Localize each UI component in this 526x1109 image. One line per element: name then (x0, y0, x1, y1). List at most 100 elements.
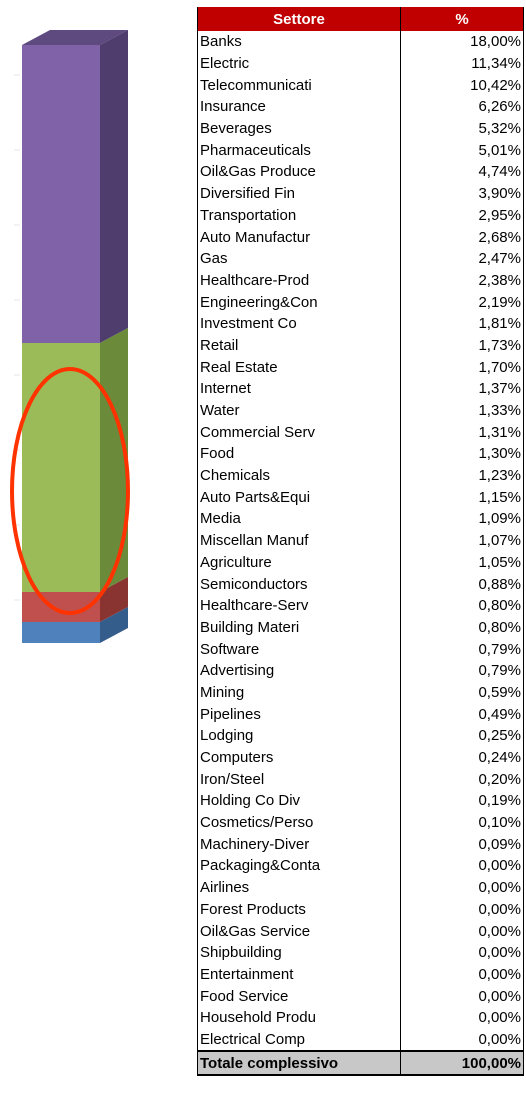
row: Diversified Fin 3,90% (197, 182, 524, 205)
sector-cell: Electric (197, 52, 401, 75)
row: Engineering&Con 2,19% (197, 291, 524, 313)
total-value: 100,00% (400, 1050, 524, 1077)
row: Auto Manufactur 2,68% (197, 226, 524, 248)
row: Oil&Gas Service 0,00% (197, 920, 524, 942)
row: Real Estate 1,70% (197, 356, 524, 378)
percent-cell: 0,59% (400, 681, 524, 704)
sector-cell: Cosmetics/Perso (197, 811, 401, 834)
sector-cell: Oil&Gas Produce (197, 161, 401, 183)
sector-cell: Auto Parts&Equi (197, 486, 401, 509)
row: Advertising 0,79% (197, 659, 524, 682)
sector-cell: Food (197, 443, 401, 465)
row: Pipelines 0,49% (197, 703, 524, 725)
percent-cell: 0,20% (400, 768, 524, 791)
row: Packaging&Conta 0,00% (197, 855, 524, 877)
row: Electrical Comp 0,00% (197, 1028, 524, 1052)
total-row: Totale complessivo 100,00% (197, 1050, 524, 1077)
percent-cell: 10,42% (400, 74, 524, 97)
row: Lodging 0,25% (197, 725, 524, 747)
sector-cell: Engineering&Con (197, 291, 401, 313)
sector-cell: Packaging&Conta (197, 855, 401, 877)
percent-cell: 1,30% (400, 443, 524, 465)
percent-cell: 0,79% (400, 638, 524, 660)
percent-cell: 3,90% (400, 182, 524, 205)
sector-cell: Transportation (197, 204, 401, 227)
sector-cell: Entertainment (197, 963, 401, 986)
row: Beverages 5,32% (197, 117, 524, 140)
row: Chemicals 1,23% (197, 464, 524, 487)
percent-cell: 0,10% (400, 811, 524, 834)
segment-green (22, 343, 100, 592)
percent-cell: 0,00% (400, 963, 524, 986)
row: Food Service 0,00% (197, 985, 524, 1007)
sector-cell: Insurance (197, 96, 401, 118)
row: Agriculture 1,05% (197, 551, 524, 574)
row: Food 1,30% (197, 443, 524, 465)
sector-cell: Holding Co Div (197, 790, 401, 812)
sector-cell: Investment Co (197, 312, 401, 335)
sector-cell: Iron/Steel (197, 768, 401, 791)
row: Healthcare-Prod 2,38% (197, 269, 524, 292)
percent-cell: 0,00% (400, 898, 524, 921)
row: Semiconductors 0,88% (197, 573, 524, 595)
row: Mining 0,59% (197, 681, 524, 704)
sector-cell: Telecommunicati (197, 74, 401, 97)
sector-cell: Food Service (197, 985, 401, 1007)
sector-cell: Auto Manufactur (197, 226, 401, 248)
percent-cell: 0,00% (400, 876, 524, 899)
header-cell: % (400, 7, 524, 31)
sector-cell: Pharmaceuticals (197, 139, 401, 162)
sector-cell: Building Materi (197, 616, 401, 639)
row: Shipbuilding 0,00% (197, 941, 524, 964)
highlight-ellipse (10, 367, 130, 615)
row: Software 0,79% (197, 638, 524, 660)
sector-cell: Retail (197, 334, 401, 357)
percent-cell: 1,07% (400, 529, 524, 552)
row: Computers 0,24% (197, 746, 524, 769)
row: Cosmetics/Perso 0,10% (197, 811, 524, 834)
header-cell: Settore (197, 7, 401, 31)
percent-cell: 0,00% (400, 1028, 524, 1052)
row: Media 1,09% (197, 508, 524, 530)
percent-cell: 5,01% (400, 139, 524, 162)
sector-cell: Household Produ (197, 1006, 401, 1029)
segment-blue (22, 622, 100, 643)
percent-cell: 0,00% (400, 941, 524, 964)
row: Forest Products 0,00% (197, 898, 524, 921)
sector-cell: Shipbuilding (197, 941, 401, 964)
percent-cell: 0,00% (400, 1006, 524, 1029)
percent-cell: 6,26% (400, 96, 524, 118)
percent-cell: 0,00% (400, 985, 524, 1007)
percent-cell: 0,88% (400, 573, 524, 595)
header-row: Settore% (197, 7, 524, 31)
row: Healthcare-Serv 0,80% (197, 594, 524, 617)
segment-green-side (100, 328, 128, 592)
segment-blue-side (100, 607, 128, 643)
sector-cell: Internet (197, 378, 401, 400)
sector-cell: Electrical Comp (197, 1028, 401, 1052)
sector-cell: Computers (197, 746, 401, 769)
sector-cell: Gas (197, 247, 401, 270)
sector-cell: Beverages (197, 117, 401, 140)
row: Iron/Steel 0,20% (197, 768, 524, 791)
percent-cell: 0,80% (400, 594, 524, 617)
segment-purple (22, 45, 100, 343)
row: Household Produ 0,00% (197, 1006, 524, 1029)
sector-cell: Oil&Gas Service (197, 920, 401, 942)
percent-cell: 0,79% (400, 659, 524, 682)
percent-cell: 5,32% (400, 117, 524, 140)
row: Machinery-Diver 0,09% (197, 833, 524, 856)
percent-cell: 1,37% (400, 378, 524, 400)
row: Entertainment 0,00% (197, 963, 524, 986)
percent-cell: 1,81% (400, 312, 524, 335)
sector-cell: Chemicals (197, 464, 401, 487)
percent-cell: 1,33% (400, 399, 524, 422)
sector-cell: Advertising (197, 659, 401, 682)
percent-cell: 1,05% (400, 551, 524, 574)
percent-cell: 0,24% (400, 746, 524, 769)
percent-cell: 18,00% (400, 31, 524, 53)
sector-cell: Diversified Fin (197, 182, 401, 205)
percent-cell: 2,19% (400, 291, 524, 313)
sector-cell: Real Estate (197, 356, 401, 378)
sector-cell: Semiconductors (197, 573, 401, 595)
